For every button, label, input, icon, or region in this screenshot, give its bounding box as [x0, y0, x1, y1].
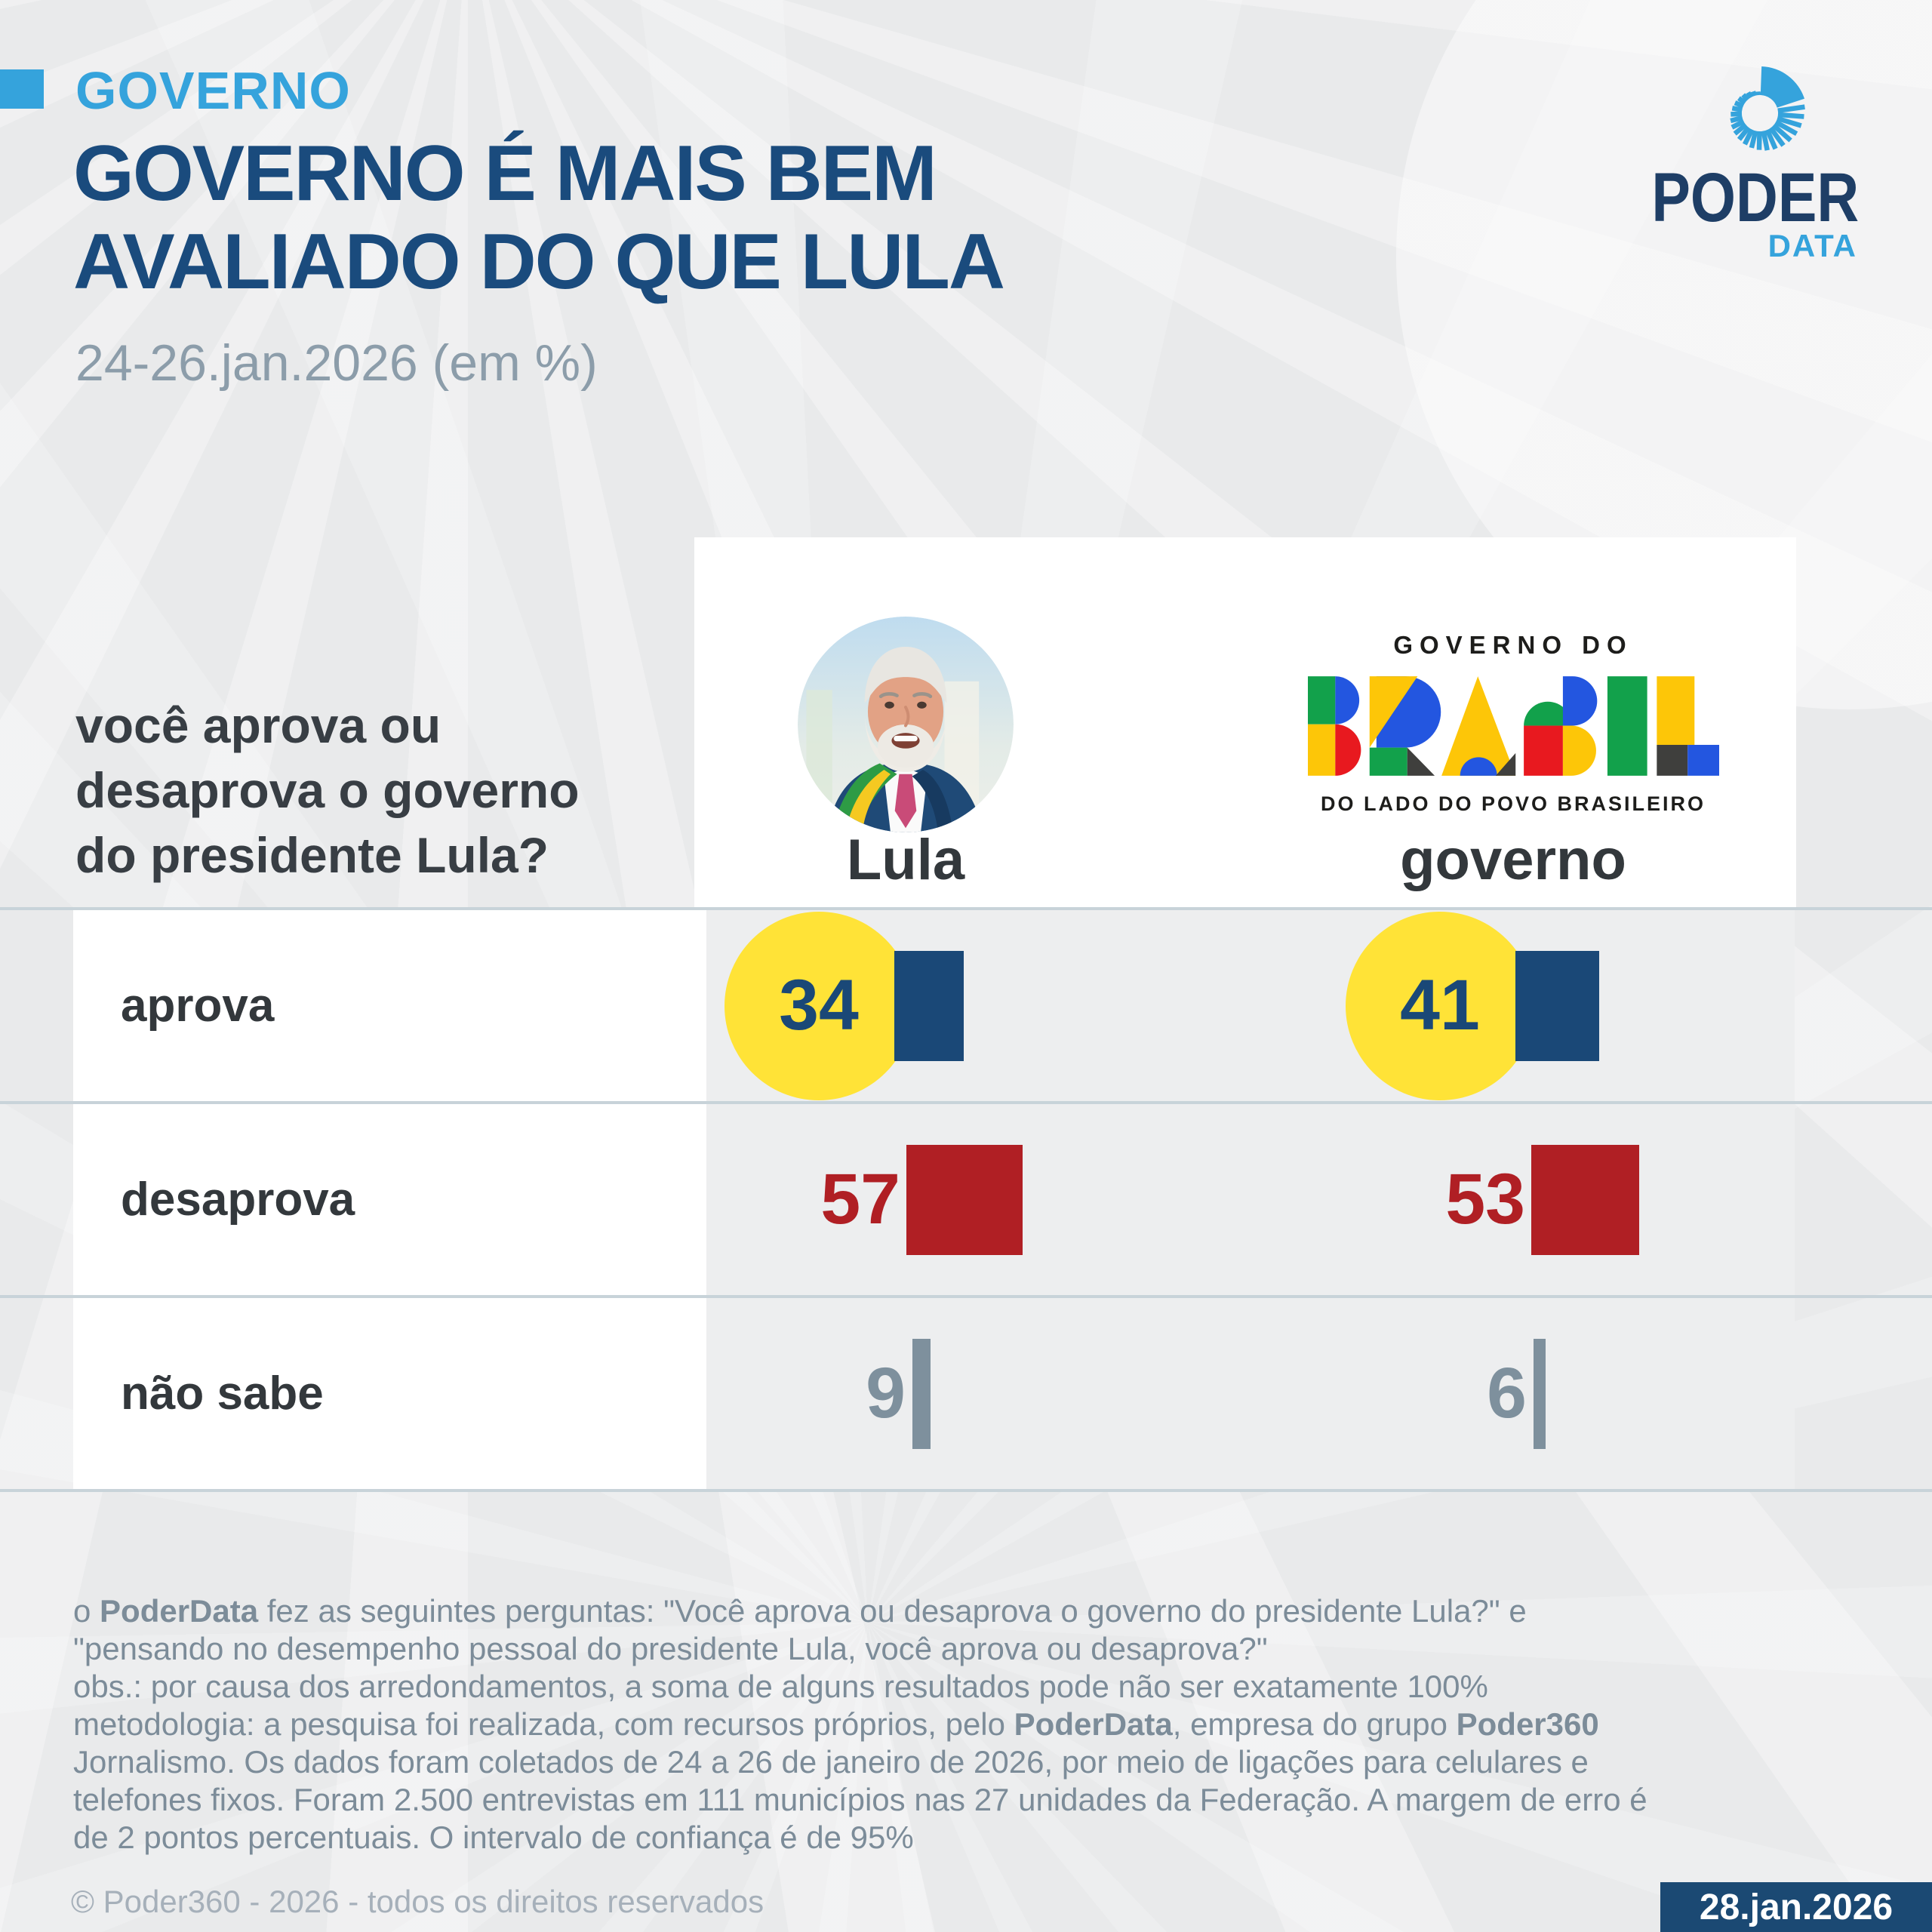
row-separator [0, 1295, 1932, 1298]
chart-cell-nao-sabe-governo: 6 [1338, 1298, 1546, 1489]
page-title-line2: AVALIADO DO QUE LULA [73, 218, 1005, 306]
row-separator [0, 1489, 1932, 1492]
column-header-lula: Lula [846, 828, 965, 892]
methodology-note: o PoderData fez as seguintes perguntas: … [73, 1593, 1647, 1855]
row-separator [0, 1101, 1932, 1104]
chart-cell-aprova-lula: 34 [724, 910, 964, 1101]
column-header-governo: governo [1400, 828, 1626, 892]
survey-period: 24-26.jan.2026 (em %) [75, 334, 598, 392]
governo-do-brasil-logo-top: GOVERNO DO [1393, 631, 1633, 659]
brasil-wordmark [1308, 676, 1719, 776]
bar-desaprova-lula [906, 1144, 1023, 1255]
table-row-aprova: aprova [0, 910, 1932, 1101]
chart-cell-desaprova-lula: 57 [712, 1104, 1023, 1295]
aprova-highlight-circle: 34 [724, 911, 913, 1100]
table-row-desaprova: desaprova [0, 1104, 1932, 1295]
row-separator [0, 907, 1932, 910]
row-label-desaprova: desaprova [121, 1174, 355, 1226]
page-title: GOVERNO É MAIS BEM AVALIADO DO QUE LULA [73, 130, 1005, 306]
table-row-nao-sabe: não sabe [0, 1298, 1932, 1489]
section-tag-square [0, 69, 44, 109]
aprova-highlight-circle: 41 [1346, 911, 1534, 1100]
bar-aprova-governo [1515, 950, 1599, 1061]
bar-nao-sabe-governo [1534, 1338, 1546, 1449]
publication-date: 28.jan.2026 [1699, 1887, 1894, 1927]
bar-aprova-lula [894, 950, 964, 1061]
section-tag: GOVERNO [75, 61, 351, 120]
value-aprova-lula: 34 [779, 965, 859, 1045]
lula-portrait-illustration [798, 617, 1014, 832]
page-title-line1: GOVERNO É MAIS BEM [73, 130, 937, 217]
value-desaprova-governo: 53 [1445, 1159, 1525, 1239]
value-nao-sabe-governo: 6 [1487, 1353, 1527, 1433]
poderdata-spiral-icon [1730, 66, 1805, 151]
publication-date-badge: 28.jan.2026 [1660, 1882, 1932, 1932]
chart-cell-nao-sabe-lula: 9 [717, 1298, 931, 1489]
row-label-cell [73, 910, 706, 1101]
chart-cell-desaprova-governo: 53 [1337, 1104, 1640, 1295]
row-label-cell [73, 1298, 706, 1489]
row-chart-area [706, 1298, 1795, 1489]
poderdata-logo-sub: DATA [1767, 228, 1857, 263]
lula-avatar [798, 617, 1014, 832]
row-label-nao-sabe: não sabe [121, 1367, 324, 1420]
copyright-text: © Poder360 - 2026 - todos os direitos re… [71, 1884, 764, 1919]
survey-question: você aprova ou desaprova o governo do pres… [75, 697, 580, 883]
row-label-aprova: aprova [121, 980, 275, 1032]
value-aprova-governo: 41 [1400, 965, 1480, 1045]
row-label-cell [73, 1104, 706, 1295]
poderdata-logo-word: PODER [1651, 159, 1859, 236]
value-nao-sabe-lula: 9 [866, 1353, 906, 1433]
value-desaprova-lula: 57 [820, 1159, 900, 1239]
bar-desaprova-governo [1531, 1144, 1640, 1255]
chart-cell-aprova-governo: 41 [1346, 910, 1599, 1101]
bar-nao-sabe-lula [912, 1338, 931, 1449]
governo-do-brasil-logo-tagline: DO LADO DO POVO BRASILEIRO [1320, 792, 1706, 815]
